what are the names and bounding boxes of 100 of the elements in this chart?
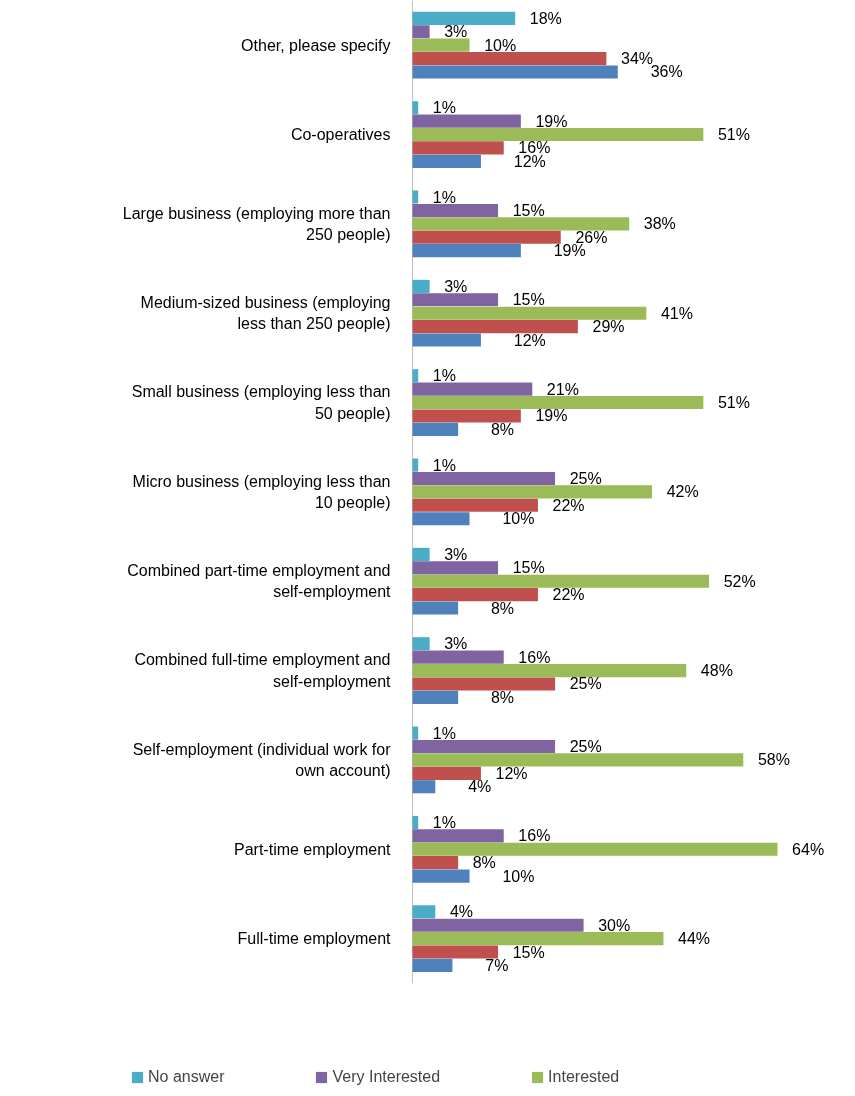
bar <box>412 574 710 588</box>
data-label: 1% <box>432 456 456 474</box>
y-tick-label: Micro business (employing less than 10 people) <box>132 472 391 512</box>
bar <box>412 409 521 423</box>
bar <box>412 395 704 410</box>
bar <box>412 690 459 704</box>
y-tick-label: Medium-sized business (employing less than 250 people) <box>140 294 391 333</box>
data-label: 29% <box>592 318 625 336</box>
bar <box>412 588 538 602</box>
data-label: 15% <box>512 291 545 309</box>
legend-label: Very Interested <box>332 1068 441 1086</box>
data-label: 3% <box>444 635 468 653</box>
y-tick-label: Self-employment (individual work for own account) <box>132 740 392 780</box>
data-label: 19% <box>535 112 568 130</box>
bar <box>412 141 504 155</box>
data-label: 12% <box>513 152 546 170</box>
data-label: 8% <box>472 854 496 872</box>
data-label: 25% <box>569 675 602 693</box>
data-label: 36% <box>650 63 683 81</box>
data-label: 1% <box>432 188 456 206</box>
bar <box>412 244 521 258</box>
bar <box>412 127 704 142</box>
data-label: 15% <box>512 201 545 219</box>
bar <box>412 637 430 651</box>
bar <box>412 38 470 52</box>
data-label: 22% <box>552 496 585 514</box>
bar <box>412 65 618 79</box>
bar <box>412 498 538 512</box>
data-label: 22% <box>552 586 585 604</box>
data-label: 25% <box>569 738 602 756</box>
bar <box>412 561 499 575</box>
data-label: 15% <box>512 943 545 961</box>
data-label: 3% <box>444 23 468 41</box>
bar <box>412 869 470 883</box>
bar <box>412 306 647 320</box>
bar <box>412 382 533 396</box>
data-label: 51% <box>717 126 750 144</box>
data-label: 3% <box>444 545 468 563</box>
bar <box>412 333 481 347</box>
y-tick-label: Small business (employing less than 50 people) <box>131 383 391 422</box>
bar <box>412 422 459 436</box>
data-label: 10% <box>484 36 517 54</box>
data-label: 1% <box>432 99 456 117</box>
data-label: 15% <box>512 559 545 577</box>
y-tick-label: Large business (employing more than 250 people) <box>122 204 391 243</box>
data-label: 38% <box>643 215 676 233</box>
data-label: 1% <box>432 367 456 385</box>
bar <box>412 217 630 231</box>
bar <box>412 154 481 168</box>
data-label: 16% <box>518 648 551 666</box>
bar <box>412 932 664 946</box>
data-label: 12% <box>495 764 528 782</box>
data-label: 58% <box>757 751 790 769</box>
data-label: 41% <box>660 304 693 322</box>
bar <box>412 739 556 754</box>
bar <box>412 52 607 66</box>
bar <box>412 11 516 25</box>
bar <box>412 203 499 218</box>
y-tick-label: Part-time employment <box>234 840 392 858</box>
bar <box>412 780 436 794</box>
data-label: 21% <box>546 380 579 398</box>
bar <box>412 753 744 767</box>
data-label: 8% <box>490 420 515 438</box>
y-tick-label: Combined full-time employment and self-employment <box>134 651 392 690</box>
data-label: 3% <box>444 277 468 295</box>
bar <box>412 512 470 526</box>
bar <box>412 650 504 664</box>
data-label: 19% <box>553 242 586 260</box>
y-tick-label: Full-time employment <box>237 930 392 948</box>
bar <box>412 918 584 932</box>
bar <box>412 905 436 919</box>
data-label: 7% <box>485 956 509 974</box>
bar <box>412 230 561 244</box>
data-label: 1% <box>432 813 456 831</box>
data-label: 25% <box>569 469 602 487</box>
data-label: 4% <box>468 778 492 796</box>
bar <box>412 190 419 204</box>
data-label: 19% <box>535 407 568 425</box>
data-label: 44% <box>678 930 711 948</box>
bar <box>412 320 578 334</box>
bar <box>412 945 499 959</box>
legend-label: Interested <box>548 1068 620 1086</box>
bar <box>412 279 430 293</box>
bar <box>412 766 481 780</box>
data-label: 10% <box>502 867 535 885</box>
data-label: 18% <box>529 9 562 27</box>
bar <box>412 471 556 486</box>
y-tick-label: Combined part-time employment and self-employment <box>127 562 392 601</box>
data-label: 48% <box>700 662 733 680</box>
y-tick-label: Other, please specify <box>241 36 391 54</box>
data-label: 51% <box>717 394 750 412</box>
bar <box>412 547 430 561</box>
data-label: 1% <box>432 724 456 742</box>
data-label: 12% <box>513 331 546 349</box>
legend-label: No answer <box>148 1068 225 1086</box>
data-label: 42% <box>666 483 699 501</box>
bar <box>412 25 430 39</box>
bar <box>412 677 556 691</box>
bar <box>412 293 499 307</box>
data-label: 52% <box>723 572 756 590</box>
